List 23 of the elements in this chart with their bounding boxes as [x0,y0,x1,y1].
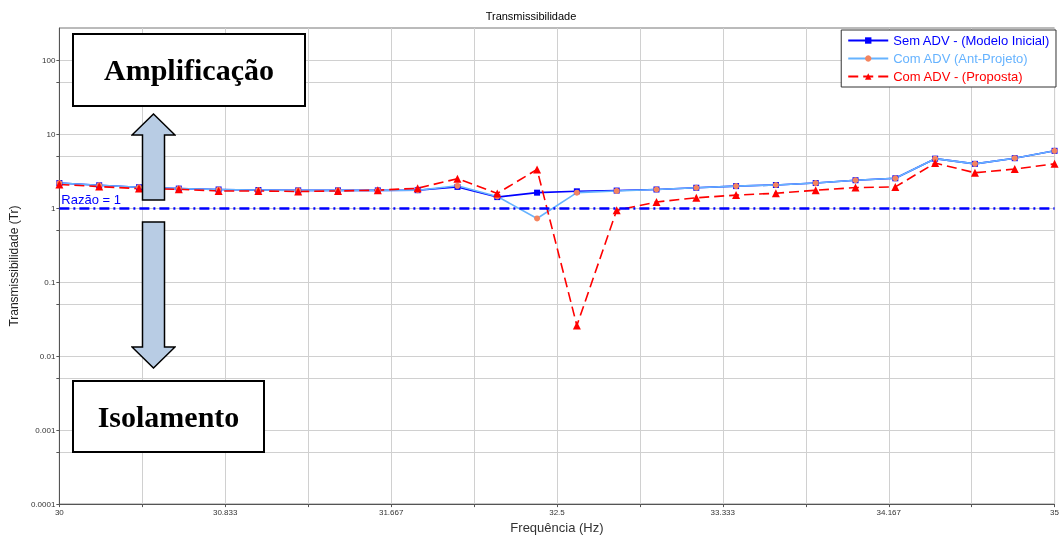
y-tick-label: 0.01 [39,351,56,361]
y-axis-title: Transmissibilidade (Tr) [7,205,21,327]
legend-label: Com ADV (Ant-Projeto) [893,51,1028,66]
x-tick-label: 30 [54,507,65,517]
x-tick-label: 33.333 [710,507,736,517]
x-tick-label: 32.5 [549,507,566,517]
ref-line-label: Razão = 1 [61,192,121,208]
y-tick-label: 0.0001 [30,499,56,509]
y-tick-label: 0.1 [44,277,56,287]
x-axis-title: Frequência (Hz) [510,520,604,535]
y-tick-label: 10 [46,129,56,139]
annotation: Isolamento [72,380,265,453]
x-tick-label: 31.667 [378,507,404,517]
x-tick-label: 35 [1050,507,1060,517]
y-tick-label: 0.001 [35,425,56,435]
legend-label: Sem ADV - (Modelo Inicial) [893,33,1050,48]
y-tick-label: 1 [50,203,56,213]
chart-title: Transmissibilidade [485,9,577,22]
y-tick-label: 100 [42,55,56,65]
x-tick-label: 34.167 [876,507,902,517]
annotation: Amplificação [72,33,306,107]
legend-label: Com ADV - (Proposta) [893,69,1023,84]
x-tick-label: 30.833 [212,507,238,517]
